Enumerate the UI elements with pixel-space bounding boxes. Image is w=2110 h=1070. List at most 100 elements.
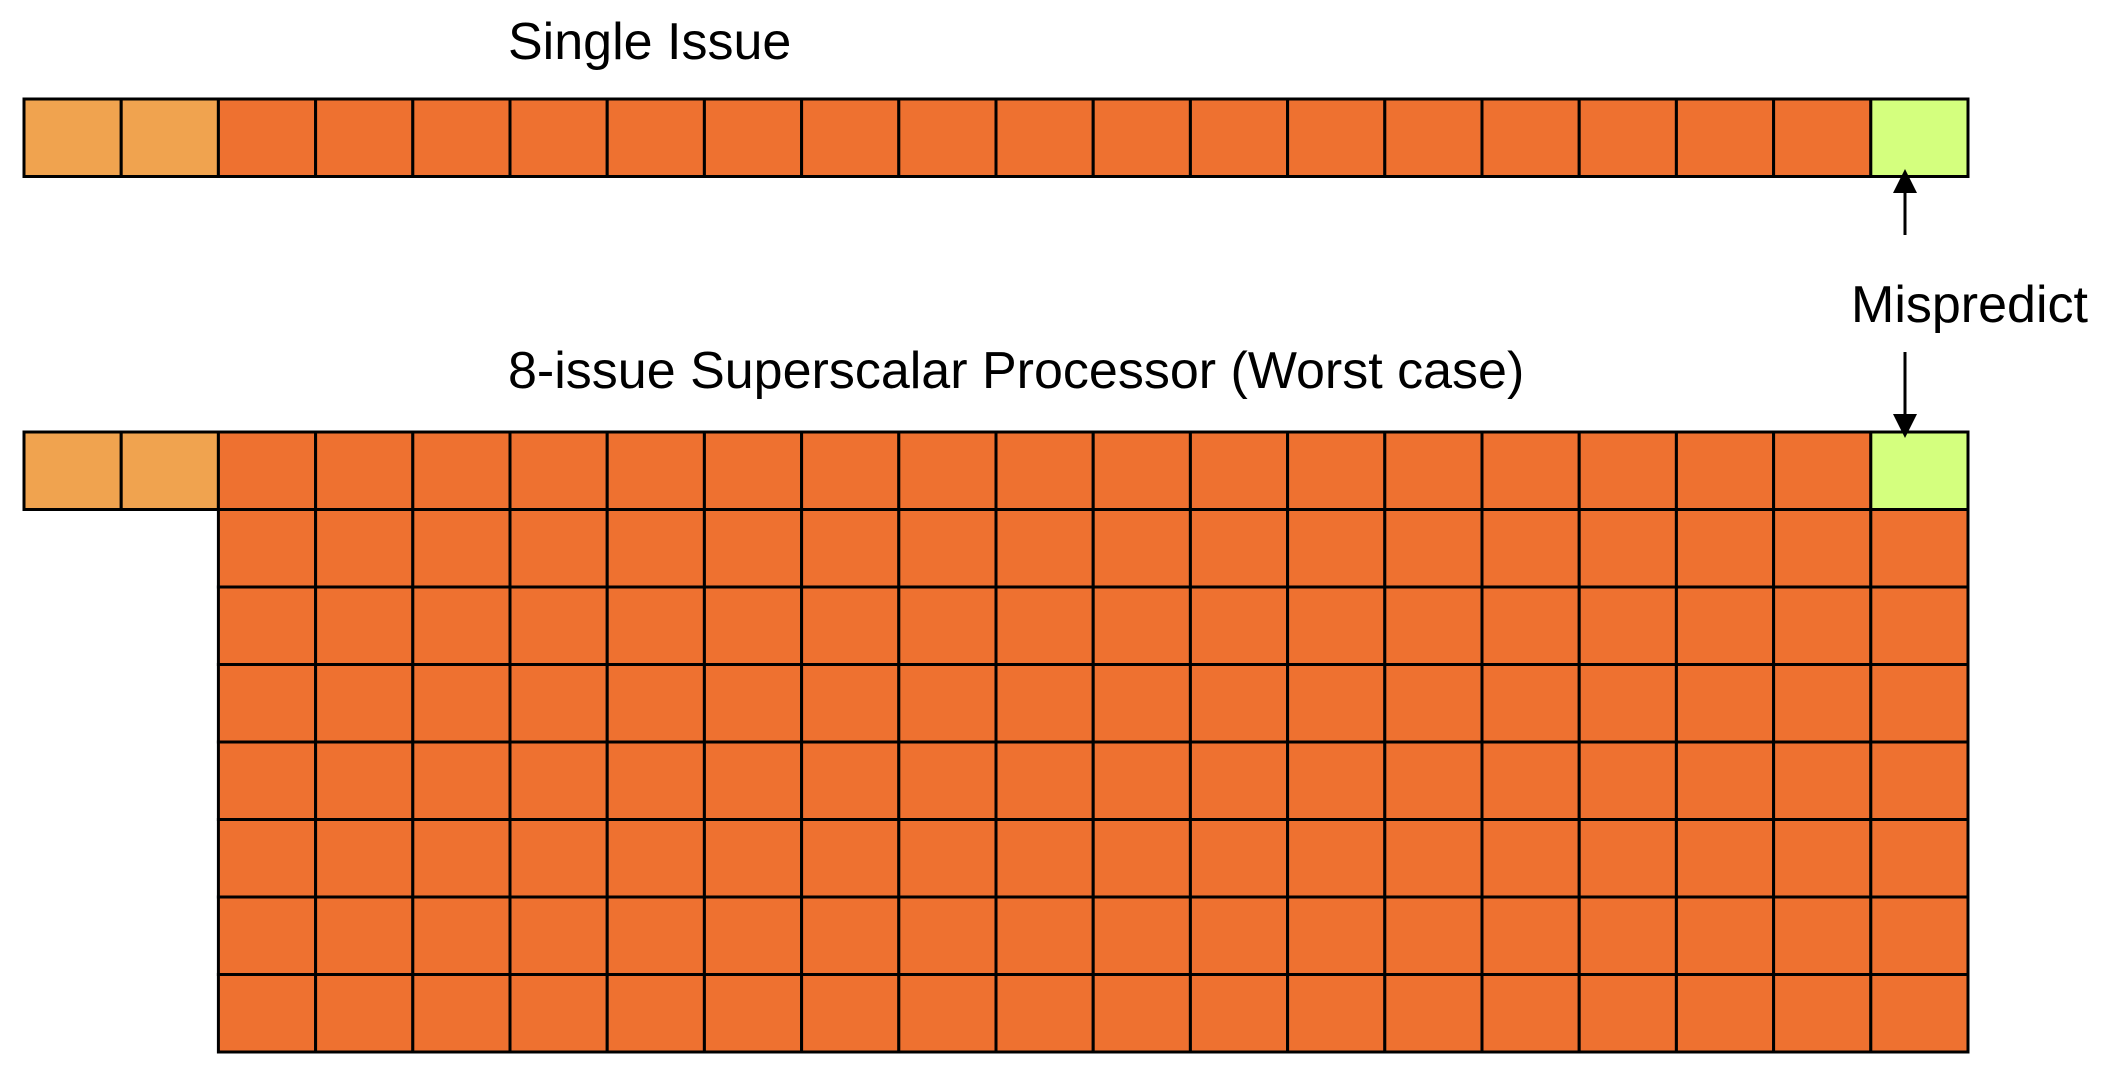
pipeline-slot-cell [800,430,901,511]
pipeline-slot-cell [216,663,318,744]
pipeline-slot-cell [1577,97,1678,178]
pipeline-slot-cell [314,895,415,976]
pipeline-slot-cell [1772,895,1873,976]
pipeline-slot-cell [411,663,512,744]
pipeline-slot-cell [1286,740,1387,821]
pipeline-slot-cell [897,895,998,976]
pipeline-slot-cell [1869,585,1970,666]
pipeline-slot-cell [1674,895,1776,976]
pipeline-slot-cell [508,973,609,1054]
mispredict-stage-cell [1869,97,1970,178]
pipeline-slot-cell [1091,97,1192,178]
pipeline-slot-cell [1674,740,1776,821]
pipeline-slot-cell [1091,740,1192,821]
pipeline-slot-cell [216,818,318,899]
pipeline-slot-cell [216,97,318,178]
pipeline-slot-cell [411,973,512,1054]
pipeline-slot-cell [605,97,706,178]
pipeline-slot-cell [1286,663,1387,744]
pipeline-slot-cell [508,430,609,511]
pipeline-slot-cell [1480,585,1581,666]
pipeline-slot-cell [1674,585,1776,666]
pipeline-slot-cell [1091,818,1192,899]
pipeline-slot-cell [1188,585,1290,666]
pipeline-slot-cell [216,508,318,589]
pipeline-slot-cell [605,973,706,1054]
pipeline-slot-cell [411,585,512,666]
pipeline-slot-cell [1188,508,1290,589]
pipeline-slot-cell [1383,740,1484,821]
pipeline-slot-cell [605,663,706,744]
pipeline-slot-cell [994,97,1095,178]
pipeline-slot-cell [1188,430,1290,511]
pipeline-slot-cell [800,973,901,1054]
pipeline-slot-cell [605,818,706,899]
pipeline-slot-cell [1188,740,1290,821]
pipeline-slot-cell [411,818,512,899]
pipeline-slot-cell [1383,663,1484,744]
pipeline-slot-cell [800,508,901,589]
pipeline-slot-cell [1674,430,1776,511]
pipeline-slot-cell [800,585,901,666]
pipeline-slot-cell [1772,818,1873,899]
pipeline-slot-cell [1480,663,1581,744]
pipeline-slot-cell [1869,973,1970,1054]
pipeline-slot-cell [1577,508,1678,589]
pipeline-slot-cell [702,740,804,821]
pipeline-slot-cell [1869,508,1970,589]
pipeline-slot-cell [1383,818,1484,899]
pipeline-slot-cell [1383,430,1484,511]
pipeline-slot-cell [1577,663,1678,744]
pipeline-slot-cell [1772,740,1873,821]
pipeline-slot-cell [314,585,415,666]
pipeline-slot-cell [1480,430,1581,511]
pipeline-slot-cell [216,585,318,666]
pipeline-slot-cell [702,663,804,744]
pipeline-slot-cell [216,430,318,511]
pipeline-slot-cell [605,430,706,511]
pipeline-slot-cell [1188,818,1290,899]
pipeline-slot-cell [411,97,512,178]
pipeline-slot-cell [314,663,415,744]
pipeline-slot-cell [1869,663,1970,744]
pipeline-slot-cell [1674,818,1776,899]
pipeline-slot-cell [1091,508,1192,589]
pipeline-slot-cell [508,818,609,899]
pipeline-slot-cell [994,818,1095,899]
pipeline-slot-cell [702,97,804,178]
pipeline-slot-cell [1188,895,1290,976]
pipeline-slot-cell [1286,973,1387,1054]
pipeline-slot-cell [1383,508,1484,589]
pipeline-slot-cell [800,818,901,899]
pipeline-slot-cell [800,97,901,178]
pipeline-slot-cell [411,895,512,976]
pipeline-slot-cell [1480,508,1581,589]
pipeline-slot-cell [1091,430,1192,511]
pipeline-slot-cell [314,740,415,821]
pipeline-slot-cell [702,973,804,1054]
pipeline-slot-cell [897,818,998,899]
pipeline-slot-cell [702,585,804,666]
pipeline-slot-cell [994,895,1095,976]
pipeline-slot-cell [314,430,415,511]
single-issue-pipeline [22,97,1970,178]
pipeline-slot-cell [1577,973,1678,1054]
pipeline-slot-cell [1286,818,1387,899]
pipeline-slot-cell [1577,740,1678,821]
pipeline-slot-cell [1383,585,1484,666]
early-stage-cell [119,430,220,511]
pipeline-slot-cell [1480,97,1581,178]
pipeline-slot-cell [1091,663,1192,744]
pipeline-slot-cell [216,973,318,1054]
mispredict-label: Mispredict [1851,276,2088,334]
pipeline-slot-cell [1674,97,1776,178]
pipeline-slot-cell [1772,508,1873,589]
pipeline-slot-cell [1286,97,1387,178]
pipeline-slot-cell [1188,97,1290,178]
pipeline-slot-cell [800,895,901,976]
pipeline-slot-cell [1869,818,1970,899]
pipeline-slot-cell [702,895,804,976]
pipeline-slot-cell [1480,973,1581,1054]
pipeline-slot-cell [1772,97,1873,178]
